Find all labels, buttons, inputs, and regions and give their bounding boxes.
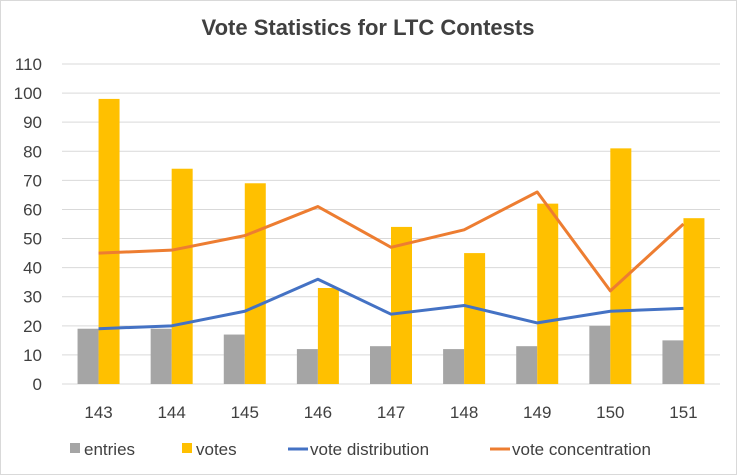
bar-entries-149: [516, 346, 538, 384]
y-tick-label: 50: [23, 230, 42, 249]
bar-entries-144: [150, 328, 172, 384]
x-tick-label: 146: [304, 403, 332, 422]
y-tick-label: 30: [23, 288, 42, 307]
bar-entries-151: [662, 340, 684, 384]
x-tick-label: 149: [523, 403, 551, 422]
legend-label: votes: [196, 440, 237, 459]
bar-entries-150: [589, 325, 611, 384]
bar-entries-148: [443, 349, 465, 384]
bar-votes-145: [244, 183, 266, 384]
x-tick-label: 148: [450, 403, 478, 422]
y-tick-label: 0: [33, 375, 42, 394]
x-axis-ticks: 143 144 145 146 147 148 149 150 151: [84, 403, 697, 422]
y-tick-label: 10: [23, 346, 42, 365]
y-tick-label: 100: [14, 84, 42, 103]
bar-entries-147: [370, 346, 391, 384]
legend: entries votes vote distribution vote concen…: [70, 440, 651, 459]
y-tick-label: 40: [23, 259, 42, 278]
lines: [98, 190, 685, 331]
y-tick-label: 110: [15, 55, 42, 74]
legend-swatch-votes: [182, 443, 192, 453]
x-tick-label: 150: [596, 403, 624, 422]
y-axis-ticks: 0 10 20 30 40 50 60 70 80 90 100 110: [14, 55, 42, 394]
x-tick-label: 144: [157, 403, 185, 422]
y-tick-label: 20: [23, 317, 42, 336]
y-tick-label: 60: [23, 200, 42, 219]
bars: [77, 98, 705, 384]
bar-entries-143: [77, 328, 99, 384]
legend-label: vote distribution: [310, 440, 429, 459]
bar-votes-147: [391, 226, 412, 384]
bar-votes-151: [683, 218, 705, 384]
line-vote-distribution: [98, 277, 684, 331]
x-tick-label: 145: [231, 403, 259, 422]
legend-label: entries: [84, 440, 135, 459]
bar-votes-146: [317, 288, 339, 384]
bar-votes-148: [464, 253, 486, 384]
y-tick-label: 70: [23, 171, 42, 190]
bar-entries-145: [223, 334, 245, 384]
bar-votes-150: [610, 148, 632, 384]
bar-entries-146: [296, 349, 318, 384]
x-tick-label: 151: [669, 403, 697, 422]
x-tick-label: 147: [377, 403, 405, 422]
legend-swatch-entries: [70, 443, 80, 453]
legend-label: vote concentration: [512, 440, 651, 459]
y-tick-label: 90: [23, 113, 42, 132]
y-tick-label: 80: [23, 142, 42, 161]
bar-votes-144: [171, 168, 193, 384]
chart-title: Vote Statistics for LTC Contests: [202, 15, 535, 40]
bar-votes-149: [537, 203, 559, 384]
x-tick-label: 143: [84, 403, 112, 422]
line-vote-concentration: [98, 190, 685, 293]
bar-votes-143: [98, 98, 120, 384]
